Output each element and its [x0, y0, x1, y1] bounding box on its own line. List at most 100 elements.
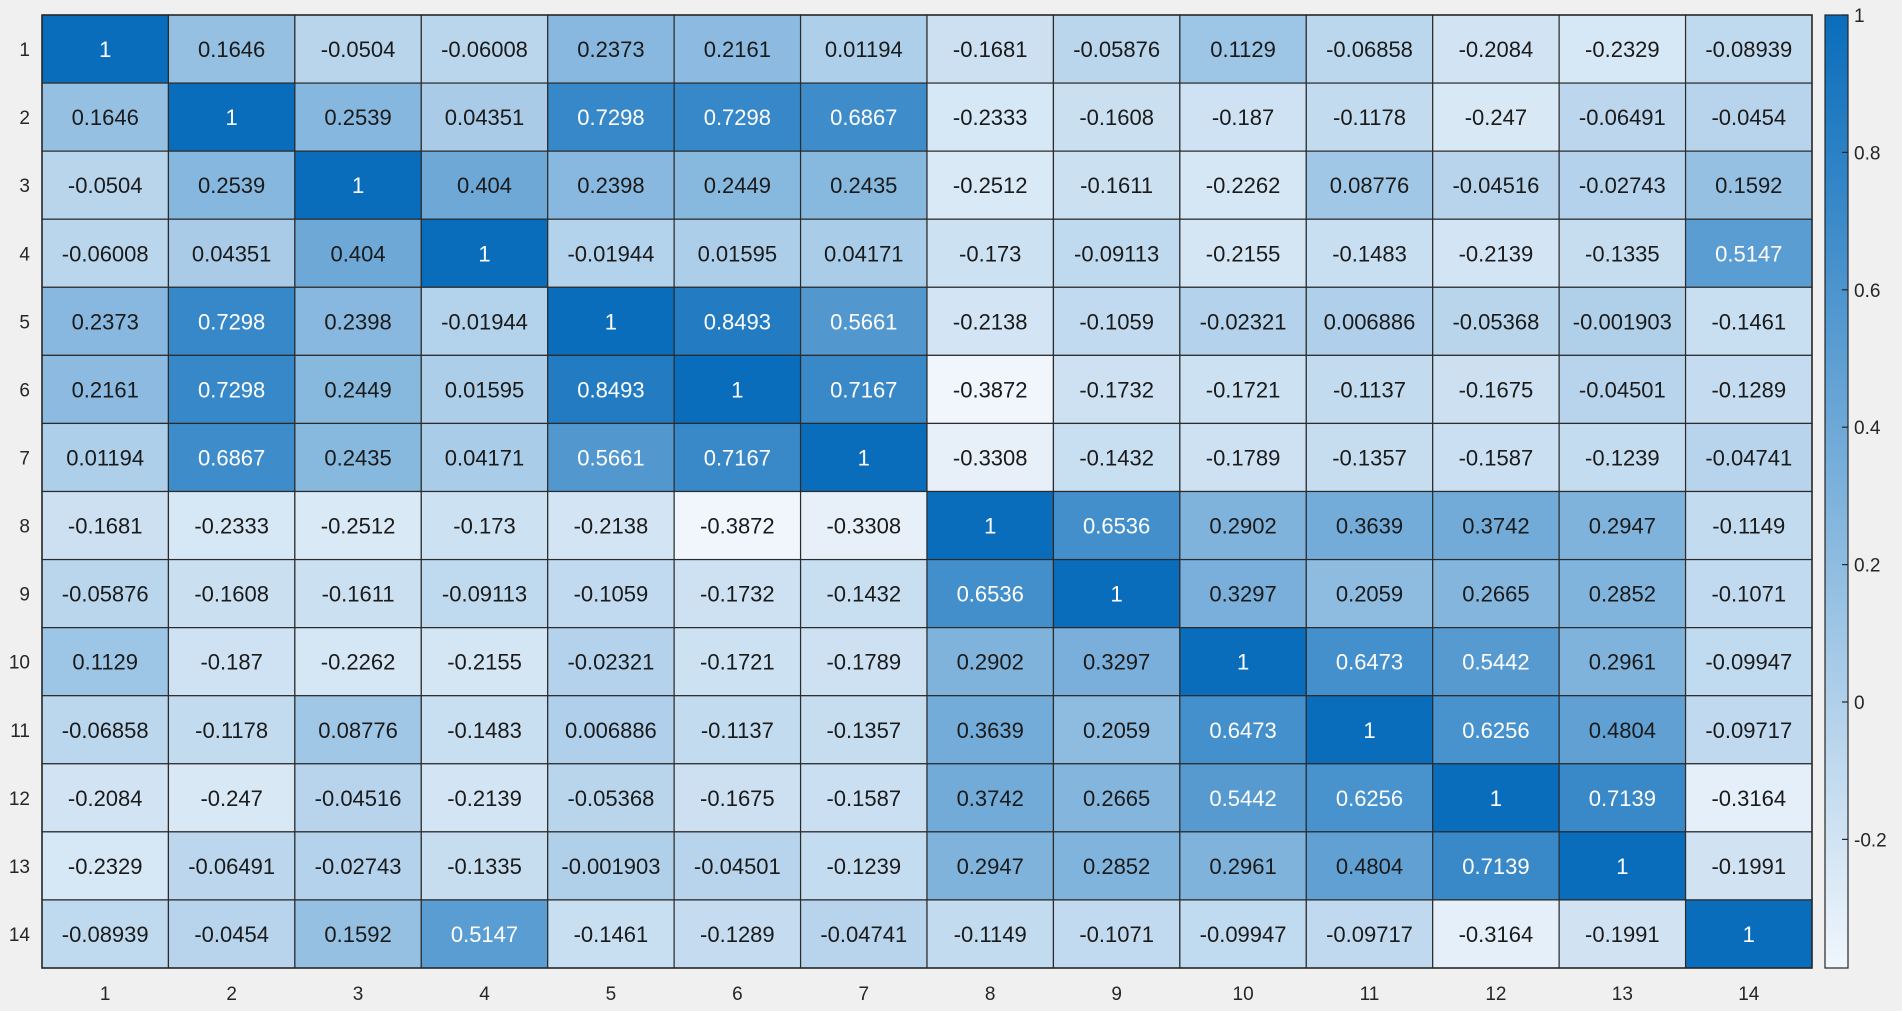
- cell-value-label: 0.5661: [830, 309, 897, 334]
- cell-value-label: 0.5442: [1462, 650, 1529, 675]
- cell-value-label: 0.3639: [1336, 514, 1403, 539]
- cell-value-label: 1: [226, 105, 238, 130]
- cell-value-label: 0.7298: [198, 309, 265, 334]
- heatmap-cell: [547, 490, 675, 561]
- heatmap-cells: 1 0.1646 -0.0504 -0.06008 0.2373 0.2161 0.0119…: [41, 14, 1813, 969]
- cell-value-label: -0.1137: [701, 718, 774, 743]
- cell-value-label: -0.06008: [441, 37, 528, 62]
- heatmap-cell: [673, 627, 802, 697]
- heatmap-cell: [1558, 286, 1687, 356]
- heatmap-cell: [1432, 354, 1560, 425]
- colorbar-tick-label: 0.2: [1854, 556, 1880, 577]
- cell-value-label: 0.6536: [1083, 514, 1150, 539]
- heatmap-cell: [294, 218, 422, 288]
- heatmap-cell: [41, 14, 170, 84]
- cell-value-label: -0.09947: [1200, 922, 1287, 947]
- cell-value-label: 0.3639: [957, 718, 1024, 743]
- heatmap-cell: [926, 354, 1055, 425]
- cell-value-label: -0.2262: [321, 650, 396, 675]
- heatmap-cell: [926, 218, 1055, 288]
- cell-value-label: -0.1357: [826, 718, 901, 743]
- cell-value-label: 0.04351: [445, 105, 525, 130]
- heatmap-cell: [420, 354, 549, 425]
- heatmap-cell: [294, 695, 422, 765]
- heatmap-cell: [1684, 286, 1813, 356]
- heatmap-cell: [1558, 763, 1687, 833]
- cell-value-label: -0.02743: [1579, 173, 1666, 198]
- x-tick-label: 2: [226, 984, 237, 1005]
- y-tick-label: 2: [19, 108, 30, 129]
- cell-value-label: -0.09113: [442, 582, 527, 607]
- cell-value-label: -0.08939: [1705, 37, 1792, 62]
- heatmap-cell: [673, 695, 802, 765]
- cell-value-label: -0.05876: [62, 582, 149, 607]
- cell-value-label: 1: [1237, 650, 1249, 675]
- heatmap-cell: [41, 627, 170, 697]
- cell-value-label: 1: [1111, 582, 1123, 607]
- heatmap-cell: [1179, 14, 1307, 84]
- heatmap-cell: [1432, 286, 1560, 356]
- cell-value-label: 0.04171: [445, 445, 525, 470]
- heatmap-cell: [420, 422, 549, 493]
- cell-value-label: -0.08939: [62, 922, 149, 947]
- heatmap-cell: [1432, 627, 1560, 697]
- heatmap-cell: [547, 422, 675, 493]
- heatmap-cell: [1179, 286, 1307, 356]
- heatmap-cell: [799, 422, 928, 493]
- heatmap-cell: [167, 627, 296, 697]
- cell-value-label: -0.1432: [826, 582, 901, 607]
- cell-value-label: -0.1289: [700, 922, 775, 947]
- cell-value-label: -0.1675: [700, 786, 775, 811]
- y-tick-label: 11: [10, 721, 30, 742]
- cell-value-label: -0.1059: [574, 582, 649, 607]
- cell-value-label: 0.6867: [198, 445, 265, 470]
- heatmap-cell: [41, 899, 170, 969]
- cell-value-label: -0.2138: [574, 514, 649, 539]
- cell-value-label: -0.2329: [1585, 37, 1660, 62]
- heatmap-cell: [420, 763, 549, 833]
- cell-value-label: -0.001903: [1573, 309, 1672, 334]
- heatmap-cell: [1052, 558, 1181, 629]
- heatmap-cell: [547, 831, 675, 901]
- cell-value-label: 0.01595: [445, 377, 525, 402]
- heatmap-cell: [294, 150, 422, 220]
- heatmap-cell: [1558, 422, 1687, 493]
- y-tick-label: 5: [19, 312, 30, 333]
- heatmap-cell: [799, 218, 928, 288]
- heatmap-cell: [41, 218, 170, 288]
- x-tick-label: 4: [479, 984, 490, 1005]
- cell-value-label: -0.187: [1212, 105, 1274, 130]
- cell-value-label: -0.1732: [700, 582, 775, 607]
- cell-value-label: 0.6473: [1336, 650, 1403, 675]
- cell-value-label: -0.1461: [1711, 309, 1786, 334]
- heatmap-cell: [167, 695, 296, 765]
- cell-value-label: -0.0504: [68, 173, 143, 198]
- cell-value-label: 0.04351: [192, 241, 272, 266]
- heatmap-cell: [1052, 627, 1181, 697]
- cell-value-label: 0.2902: [1209, 514, 1276, 539]
- heatmap-cell: [1179, 558, 1307, 629]
- cell-value-label: -0.09947: [1705, 650, 1792, 675]
- cell-value-label: -0.09717: [1326, 922, 1413, 947]
- cell-value-label: -0.04741: [820, 922, 907, 947]
- heatmap-cell: [1684, 490, 1813, 561]
- x-tick-label: 5: [606, 984, 617, 1005]
- heatmap-cell: [420, 627, 549, 697]
- colorbar-tick-label: -0.2: [1854, 830, 1887, 851]
- heatmap-cell: [547, 14, 675, 84]
- heatmap-cell: [799, 763, 928, 833]
- cell-value-label: 0.6256: [1462, 718, 1529, 743]
- heatmap-cell: [673, 218, 802, 288]
- cell-value-label: -0.1587: [1459, 445, 1534, 470]
- cell-value-label: -0.1178: [195, 718, 268, 743]
- cell-value-label: -0.1239: [1585, 445, 1660, 470]
- heatmap-cell: [1052, 150, 1181, 220]
- cell-value-label: 0.7139: [1589, 786, 1656, 811]
- cell-value-label: -0.05368: [567, 786, 654, 811]
- cell-value-label: -0.1611: [322, 582, 395, 607]
- cell-value-label: -0.1461: [574, 922, 649, 947]
- heatmap-cell: [420, 490, 549, 561]
- y-tick-label: 10: [9, 653, 30, 674]
- cell-value-label: -0.04741: [1705, 445, 1792, 470]
- cell-value-label: 0.404: [331, 241, 386, 266]
